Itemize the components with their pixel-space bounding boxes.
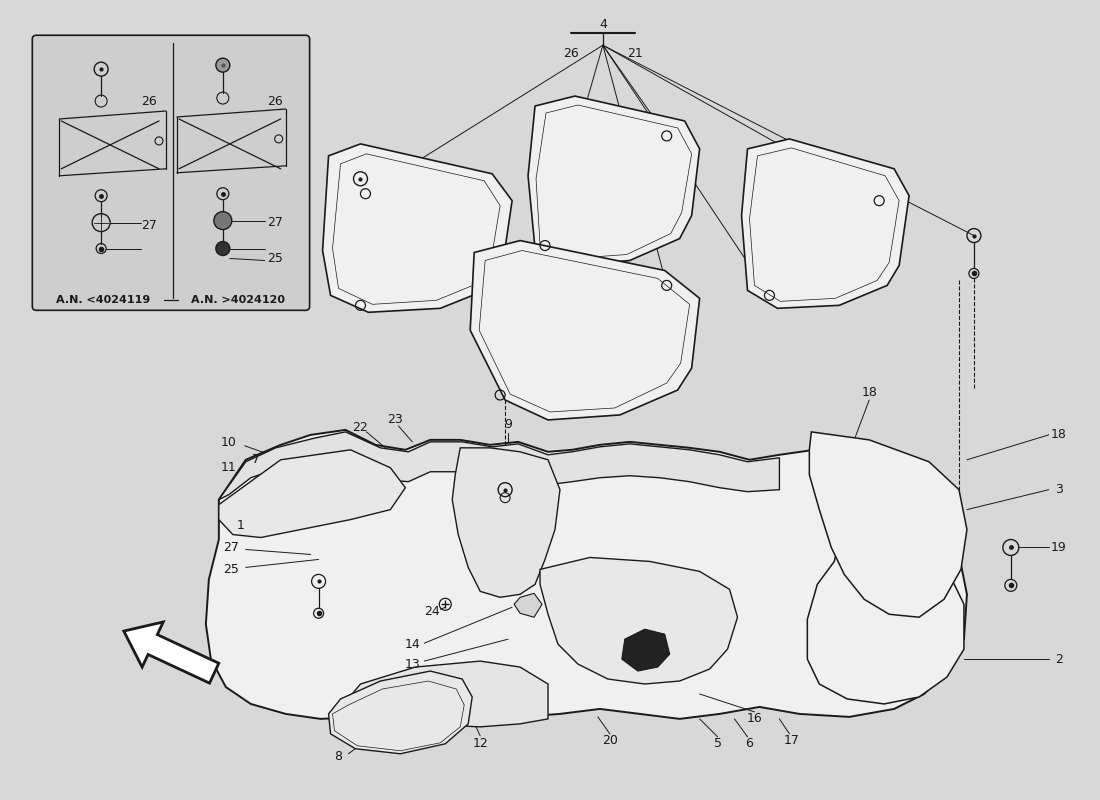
Text: 27: 27 xyxy=(141,219,157,232)
Polygon shape xyxy=(807,539,964,704)
Text: A.N. >4024120: A.N. >4024120 xyxy=(190,295,285,306)
Circle shape xyxy=(216,58,230,72)
Text: 19: 19 xyxy=(1050,541,1067,554)
Polygon shape xyxy=(206,430,967,719)
Text: 11: 11 xyxy=(221,462,236,474)
Text: 20: 20 xyxy=(602,734,618,747)
Polygon shape xyxy=(124,622,219,683)
Polygon shape xyxy=(540,558,737,684)
Text: 18: 18 xyxy=(861,386,877,398)
Text: 25: 25 xyxy=(267,252,283,265)
Polygon shape xyxy=(741,139,909,308)
Circle shape xyxy=(213,212,232,230)
Text: 4: 4 xyxy=(598,18,607,31)
Polygon shape xyxy=(219,450,406,538)
Text: 18: 18 xyxy=(1050,428,1067,442)
Text: 14: 14 xyxy=(405,638,420,650)
Polygon shape xyxy=(329,671,472,754)
Polygon shape xyxy=(452,448,560,598)
Text: 5: 5 xyxy=(714,738,722,750)
Text: 1: 1 xyxy=(236,519,244,532)
Polygon shape xyxy=(322,144,513,312)
Text: 16: 16 xyxy=(747,712,762,726)
Text: 9: 9 xyxy=(504,418,512,431)
Text: 15: 15 xyxy=(425,720,440,734)
Polygon shape xyxy=(219,432,780,500)
Text: 13: 13 xyxy=(405,658,420,670)
Text: 7: 7 xyxy=(252,454,260,466)
Text: 3: 3 xyxy=(1055,483,1063,496)
Text: 25: 25 xyxy=(223,563,239,576)
Text: A.N. <4024119: A.N. <4024119 xyxy=(56,295,151,306)
Polygon shape xyxy=(514,594,542,618)
Text: 17: 17 xyxy=(783,734,800,747)
FancyBboxPatch shape xyxy=(32,35,309,310)
Polygon shape xyxy=(345,661,548,727)
Circle shape xyxy=(216,242,230,255)
Polygon shape xyxy=(470,241,700,420)
Text: 6: 6 xyxy=(746,738,754,750)
Polygon shape xyxy=(621,630,670,671)
Polygon shape xyxy=(528,96,700,266)
Text: 22: 22 xyxy=(353,422,369,434)
Text: 10: 10 xyxy=(221,436,236,450)
Text: 21: 21 xyxy=(627,46,642,60)
Polygon shape xyxy=(810,432,967,618)
Text: 24: 24 xyxy=(425,605,440,618)
Text: 26: 26 xyxy=(141,94,157,107)
Text: 8: 8 xyxy=(334,750,342,763)
Text: 12: 12 xyxy=(472,738,488,750)
Text: 26: 26 xyxy=(563,46,579,60)
Text: 2: 2 xyxy=(1055,653,1063,666)
Text: 23: 23 xyxy=(387,414,404,426)
Text: 26: 26 xyxy=(267,94,283,107)
Text: 27: 27 xyxy=(267,216,283,229)
Text: 27: 27 xyxy=(223,541,239,554)
